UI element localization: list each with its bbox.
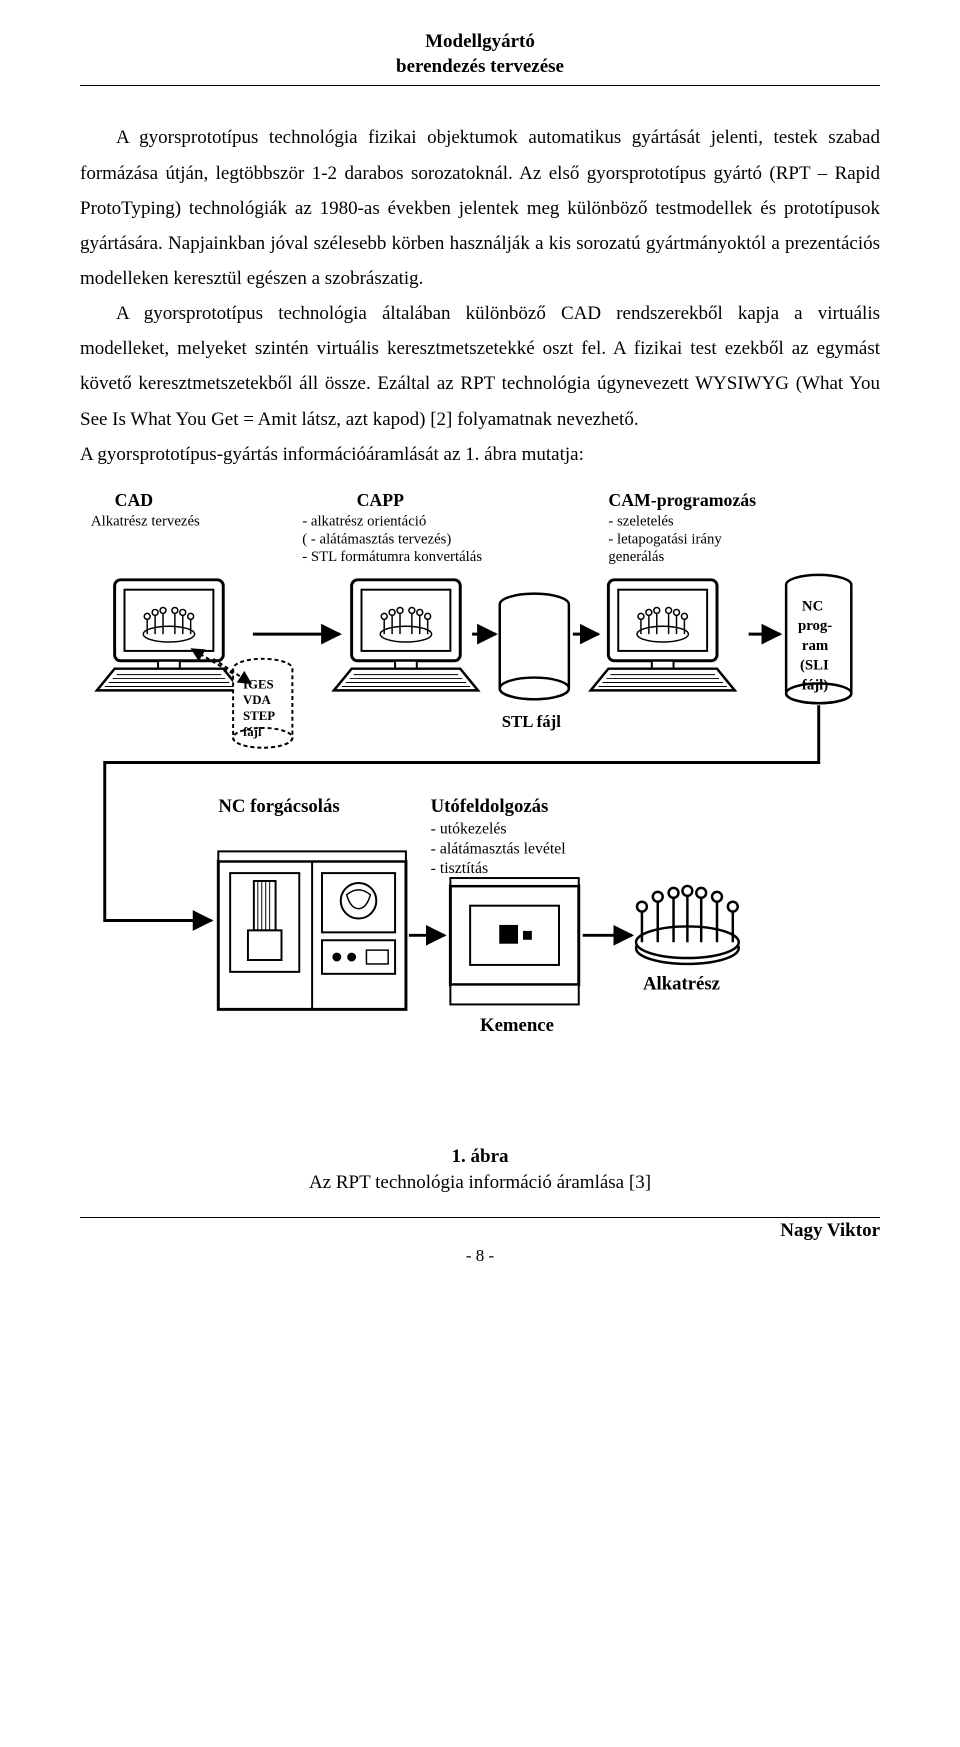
cam-line-1: - szeletelés [608,513,674,529]
furnace-icon [450,878,578,1004]
author-name: Nagy Viktor [80,1220,880,1242]
iges-l4: fájl [243,725,262,739]
paragraph-1: A gyorsprototípus technológia fizikai ob… [80,120,880,296]
header-line-2: berendezés tervezése [80,55,880,80]
iges-l3: STEP [243,709,275,723]
cam-line-2: - letapogatási irány [608,531,722,547]
capp-line-3: - STL formátumra konvertálás [302,549,482,565]
header-line-1: Modellgyártó [80,30,880,55]
figure-caption-line1: 1. ábra [452,1146,509,1167]
postprocess-l1: - utókezelés [431,820,507,837]
capp-line-1: - alkatrész orientáció [302,513,426,529]
stl-label: STL fájl [502,712,562,731]
iges-file-cylinder-icon: IGES VDA STEP fájl [233,659,292,748]
capp-workstation-icon [334,580,478,691]
cam-workstation-icon [591,580,735,691]
postprocess-l2: - alátámasztás levétel [431,840,567,857]
part-icon [636,886,739,964]
postprocess-l3: - tisztítás [431,860,488,877]
stl-file-cylinder-icon [500,593,569,699]
figure-caption: 1. ábra Az RPT technológia információ ár… [80,1144,880,1197]
nc-l5: fájl) [802,677,828,693]
figure-1: CAD Alkatrész tervezés CAPP - alkatrész … [80,486,880,1197]
nc-l1: NC [802,598,823,614]
nc-file-cylinder-icon: NC prog- ram (SLI fájl) [786,575,851,703]
cam-title: CAM-programozás [608,490,756,510]
iges-l1: IGES [243,677,274,691]
nc-l3: ram [802,638,829,654]
page-number: - 8 - [80,1246,880,1266]
furnace-label: Kemence [480,1015,554,1036]
paragraph-2: A gyorsprototípus technológia általában … [80,296,880,437]
footer-rule [80,1217,880,1218]
cam-line-3: generálás [608,549,664,565]
figure-caption-line2: Az RPT technológia információ áramlása [… [80,1170,880,1197]
rpt-flow-diagram: CAD Alkatrész tervezés CAPP - alkatrész … [85,486,875,1118]
header-rule [80,85,880,86]
postprocess-title: Utófeldolgozás [431,796,549,817]
capp-title: CAPP [357,490,405,510]
capp-line-2: ( - alátámasztás tervezés) [302,531,451,547]
page-header: Modellgyártó berendezés tervezése [80,30,880,79]
part-label: Alkatrész [643,973,720,994]
nc-l2: prog- [798,618,832,634]
page-footer: Nagy Viktor - 8 - [80,1217,880,1266]
nc-machining-label: NC forgácsolás [218,796,339,817]
cad-title: CAD [115,490,154,510]
body-text: A gyorsprototípus technológia fizikai ob… [80,120,880,471]
nc-l4: (SLI [800,657,829,673]
cad-subtitle: Alkatrész tervezés [91,513,200,529]
nc-machine-icon [218,851,406,1009]
paragraph-3: A gyorsprototípus-gyártás információáram… [80,437,880,472]
iges-l2: VDA [243,693,272,707]
page: Modellgyártó berendezés tervezése A gyor… [0,0,960,1306]
cad-workstation-icon [97,580,241,691]
